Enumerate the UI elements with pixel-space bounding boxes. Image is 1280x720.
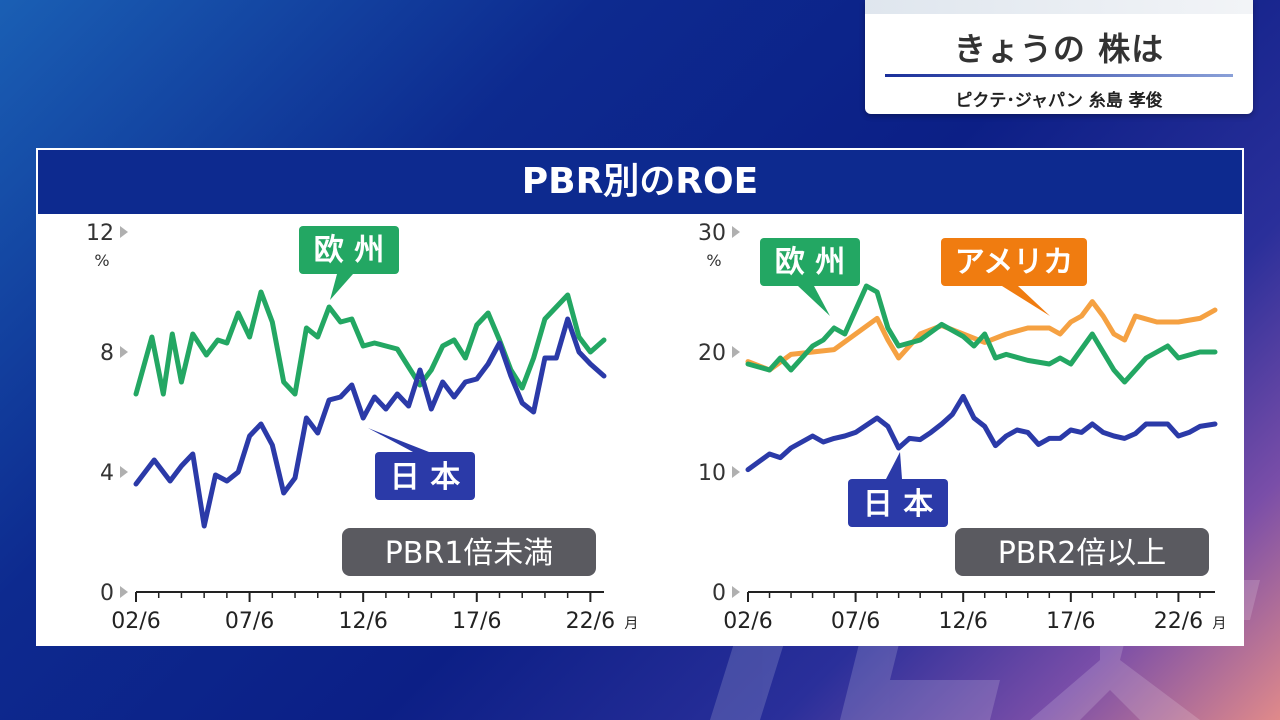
left-y-tick-label: 4 [100, 461, 114, 486]
left-x-tick-label: 02/6 [111, 609, 160, 634]
left-y-tick-arrow [120, 226, 128, 238]
right-europe-label: 欧 州 [775, 245, 845, 280]
right-series-line-japan [745, 393, 1218, 473]
right-europe-label-box [760, 238, 860, 286]
left-x-tick-label: 17/6 [452, 609, 501, 634]
right-y-tick-arrow [732, 466, 740, 478]
right-series-line-america [745, 299, 1218, 373]
right-x-unit: 月 [1212, 616, 1226, 632]
left-y-tick-label: 0 [100, 581, 114, 606]
left-y-unit: % [94, 251, 109, 270]
right-america-label-box [941, 238, 1087, 286]
right-japan-label-box [848, 479, 948, 527]
left-europe-label-box [299, 226, 399, 274]
right-badge-box [955, 528, 1209, 576]
right-series-line-europe [745, 283, 1218, 385]
panel-title: PBR別のROE [38, 150, 1242, 214]
left-europe-label: 欧 州 [314, 233, 384, 268]
title-card-band [865, 0, 1253, 14]
right-y-tick-label: 10 [698, 461, 726, 486]
right-europe-label-pointer [798, 286, 830, 316]
left-series-line-japan [133, 316, 607, 529]
right-y-tick-arrow [732, 346, 740, 358]
left-y-tick-arrow [120, 466, 128, 478]
left-y-tick-arrow [120, 346, 128, 358]
left-x-unit: 月 [624, 616, 638, 632]
right-america-label: アメリカ [955, 245, 1074, 280]
program-title-card: きょうの 株は ピクテ･ジャパン 糸島 孝俊 [865, 0, 1253, 114]
left-badge-label: PBR1倍未満 [385, 536, 554, 571]
right-y-tick-label: 0 [712, 581, 726, 606]
right-x-tick-label: 12/6 [939, 609, 988, 634]
program-subtitle: ピクテ･ジャパン 糸島 孝俊 [955, 91, 1163, 111]
right-japan-label: 日 本 [863, 487, 933, 522]
right-badge-label: PBR2倍以上 [998, 536, 1167, 571]
left-x-tick-label: 12/6 [338, 609, 387, 634]
left-x-tick-label: 22/6 [566, 609, 615, 634]
right-america-label-pointer [1002, 286, 1050, 316]
right-x-tick-label: 22/6 [1154, 609, 1203, 634]
chart-panel: PBR別のROE [36, 148, 1244, 646]
left-japan-label-pointer [368, 428, 429, 452]
left-y-tick-label: 8 [100, 341, 114, 366]
left-series-line-europe [133, 289, 607, 397]
program-title: きょうの 株は [953, 30, 1165, 68]
right-japan-label-pointer [886, 452, 902, 479]
left-badge-box [342, 528, 596, 576]
right-y-tick-label: 20 [698, 341, 726, 366]
right-x-tick-label: 02/6 [723, 609, 772, 634]
left-japan-label: 日 本 [390, 460, 460, 495]
left-japan-label-box [375, 452, 475, 500]
right-y-tick-arrow [732, 586, 740, 598]
left-x-tick-label: 07/6 [225, 609, 274, 634]
right-x-tick-label: 07/6 [831, 609, 880, 634]
title-divider [885, 74, 1233, 77]
right-x-tick-label: 17/6 [1046, 609, 1095, 634]
right-y-tick-arrow [732, 226, 740, 238]
left-y-tick-arrow [120, 586, 128, 598]
left-europe-label-pointer [330, 274, 353, 300]
left-y-tick-label: 12 [86, 221, 114, 246]
right-y-unit: % [706, 251, 721, 270]
right-y-tick-label: 30 [698, 221, 726, 246]
